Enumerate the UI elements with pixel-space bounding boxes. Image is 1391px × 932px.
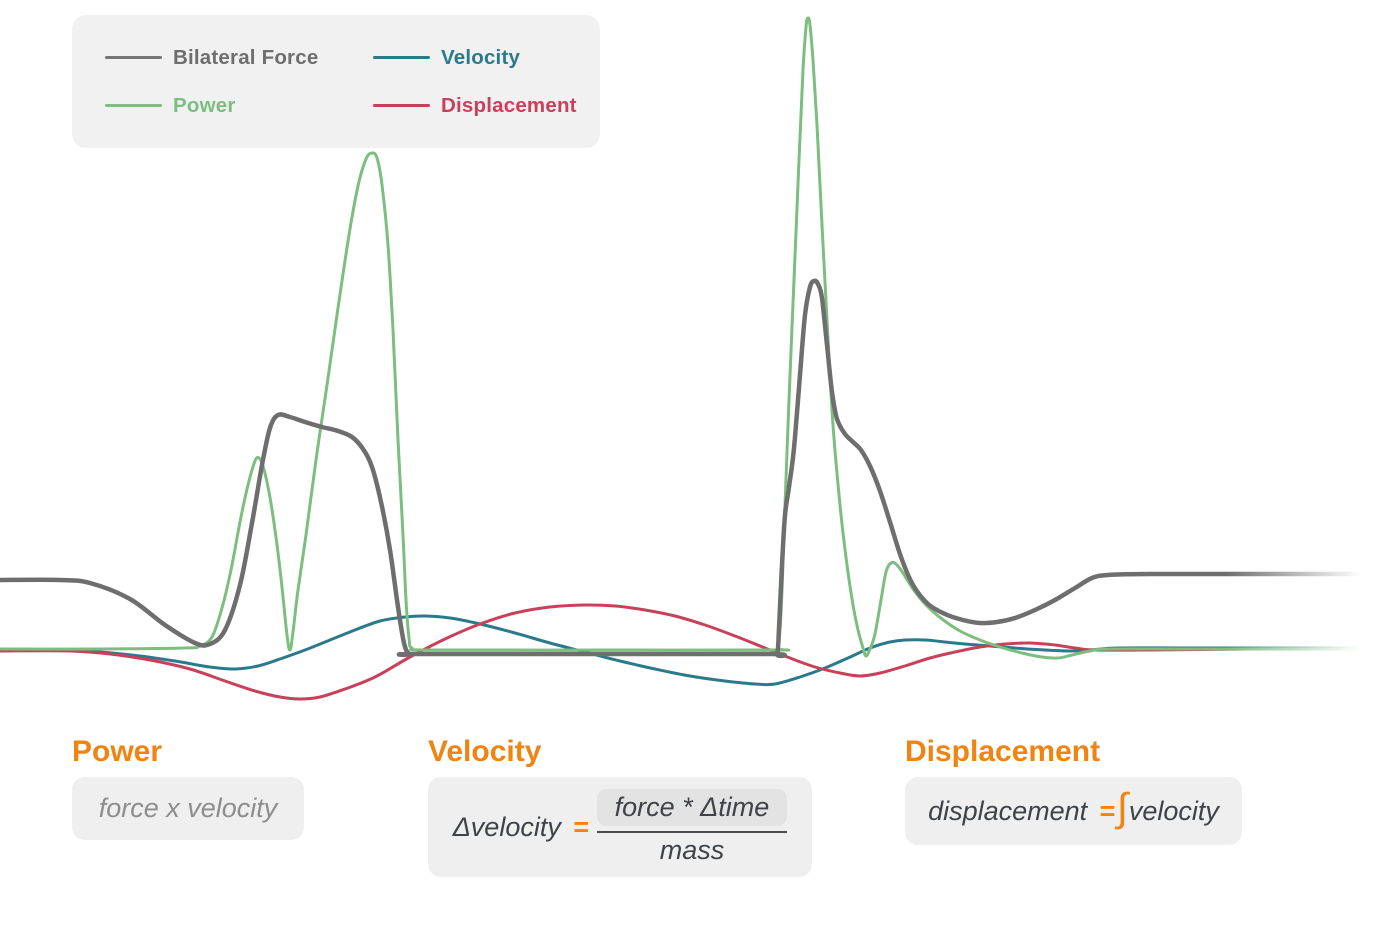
displacement-formula-box: displacement = ∫ velocity	[905, 777, 1242, 845]
legend: Bilateral Force Velocity Power Displacement	[72, 15, 600, 148]
legend-item-displacement[interactable]: Displacement	[373, 94, 600, 118]
integral-symbol: ∫	[1116, 786, 1128, 830]
bilateral-force-swatch-line	[105, 55, 162, 60]
displacement-section: Displacement displacement = ∫ velocity	[905, 737, 1242, 845]
velocity-formula-box: Δvelocity = force * Δtime mass	[428, 777, 812, 877]
velocity-formula-equals: =	[572, 811, 589, 842]
series-line-displacement	[0, 603, 1391, 701]
power-formula-box: force x velocity	[72, 777, 304, 840]
power-section: Power force x velocity	[72, 737, 304, 840]
legend-label: Displacement	[441, 93, 577, 117]
legend-label: Bilateral Force	[173, 45, 319, 69]
displacement-swatch-line	[373, 103, 430, 108]
series-line-bilateral-force	[0, 278, 1391, 659]
legend-label: Power	[173, 93, 236, 117]
chart-canvas	[0, 16, 1391, 701]
power-formula-text: force x velocity	[98, 793, 278, 823]
displacement-title: Displacement	[905, 735, 1101, 768]
power-swatch-line	[105, 103, 162, 108]
fraction-divider-line	[596, 830, 788, 833]
velocity-formula-fraction: force * Δtime mass	[596, 788, 788, 866]
legend-label: Velocity	[441, 45, 521, 69]
velocity-title: Velocity	[428, 735, 542, 768]
velocity-formula-lhs: Δvelocity	[452, 811, 561, 842]
displacement-formula-lhs: displacement	[928, 795, 1088, 826]
legend-item-power[interactable]: Power	[105, 94, 373, 118]
velocity-formula-denominator: mass	[659, 834, 725, 865]
displacement-formula-equals: =	[1099, 795, 1115, 826]
legend-item-bilateral-force[interactable]: Bilateral Force	[105, 46, 373, 70]
velocity-swatch-line	[373, 55, 430, 60]
velocity-formula-numerator: force * Δtime	[596, 788, 788, 826]
velocity-section: Velocity Δvelocity = force * Δtime mass	[428, 737, 812, 877]
power-title: Power	[72, 735, 163, 768]
displacement-formula-rhs: velocity	[1128, 795, 1219, 826]
legend-item-velocity[interactable]: Velocity	[373, 46, 600, 70]
